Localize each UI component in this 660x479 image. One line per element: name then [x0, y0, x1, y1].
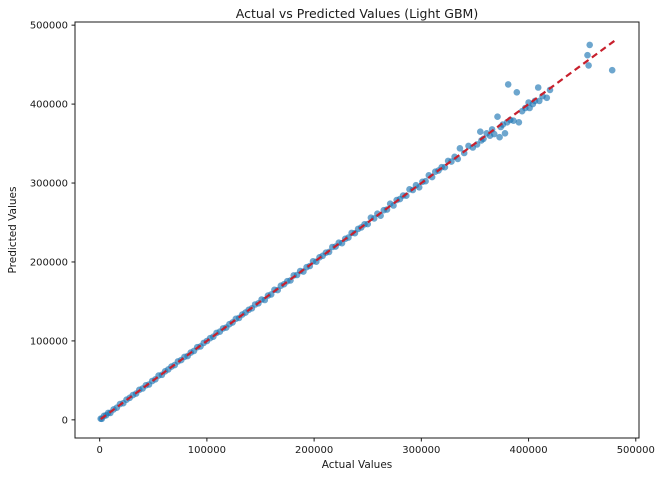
x-axis-label: Actual Values — [321, 459, 393, 471]
data-point — [501, 130, 509, 137]
data-point — [608, 66, 616, 74]
x-tick-label: 500000 — [617, 445, 655, 456]
x-tick-label: 100000 — [188, 445, 226, 456]
data-point — [586, 41, 593, 49]
data-point — [536, 97, 543, 105]
data-point — [515, 119, 523, 126]
x-tick-label: 400000 — [509, 445, 547, 456]
x-tick-label: 300000 — [402, 445, 440, 456]
data-point — [490, 130, 498, 138]
data-point — [585, 62, 592, 69]
x-tick-label: 200000 — [295, 445, 333, 456]
chart-title: Actual vs Predicted Values (Light GBM) — [235, 6, 479, 21]
x-tick-label: 0 — [96, 445, 102, 456]
data-point — [534, 84, 542, 91]
y-tick-label: 200000 — [30, 257, 68, 268]
data-point — [496, 133, 503, 141]
data-point — [543, 94, 551, 102]
data-point — [390, 202, 397, 209]
y-tick-label: 300000 — [30, 179, 68, 190]
data-point — [415, 184, 423, 191]
data-point — [477, 128, 484, 135]
data-point — [513, 89, 521, 96]
plot-spines — [74, 21, 640, 439]
y-tick-label: 100000 — [30, 336, 68, 347]
data-point — [422, 177, 429, 185]
y-tick-label: 500000 — [30, 21, 68, 32]
data-point — [494, 113, 501, 120]
axes: 0 100000 200000 300000 400000 500000 0 100000 20… — [30, 21, 655, 456]
y-tick-label: 400000 — [30, 100, 68, 111]
data-point — [504, 81, 512, 88]
data-point — [456, 145, 464, 152]
data-point — [584, 51, 591, 59]
y-tick-label: 0 — [62, 415, 68, 426]
data-point — [510, 117, 517, 124]
